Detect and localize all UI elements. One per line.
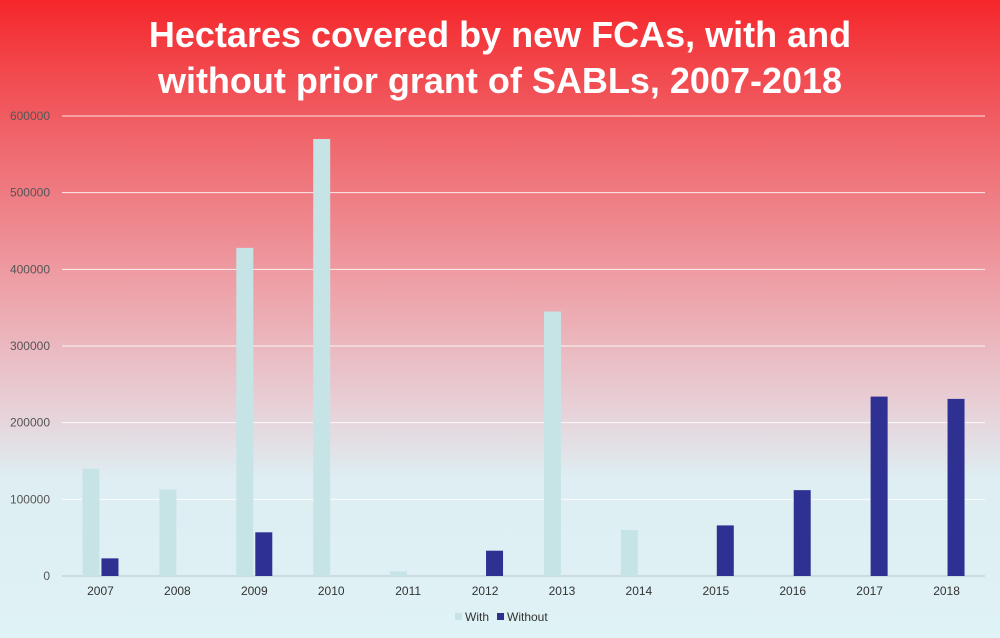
- x-tick-label: 2015: [702, 584, 729, 598]
- y-tick-label: 600000: [10, 109, 50, 123]
- bar-with-2014: [620, 530, 638, 576]
- x-tick-label: 2012: [472, 584, 499, 598]
- x-axis: 2007 2008 2009 2010 2011 2012 2013 2014 2015 2016…: [87, 584, 960, 598]
- x-tick-label: 2017: [856, 584, 883, 598]
- chart-title-line-2: without prior grant of SABLs, 2007-2018: [157, 60, 843, 101]
- chart-title: Hectares covered by new FCAs, with and w…: [0, 12, 1000, 104]
- legend-swatch-with: [455, 613, 462, 620]
- x-tick-label: 2007: [87, 584, 114, 598]
- x-tick-label: 2013: [549, 584, 576, 598]
- bar-without-2015: [716, 525, 734, 576]
- bar-without-2009: [255, 532, 273, 576]
- legend-swatch-without: [497, 613, 504, 620]
- x-tick-label: 2008: [164, 584, 191, 598]
- y-tick-label: 400000: [10, 262, 50, 276]
- bar-with-2011: [390, 571, 408, 576]
- legend-label-without: Without: [507, 610, 548, 624]
- x-tick-label: 2009: [241, 584, 268, 598]
- y-tick-label: 0: [43, 569, 50, 583]
- y-tick-label: 200000: [10, 416, 50, 430]
- bar-without-2018: [947, 398, 965, 576]
- bar-with-2007: [82, 468, 100, 576]
- y-tick-label: 500000: [10, 186, 50, 200]
- bars: [82, 139, 965, 576]
- legend: With Without: [455, 610, 548, 624]
- y-axis: 0 100000 200000 300000 400000 500000 600000: [10, 109, 50, 583]
- x-tick-label: 2018: [933, 584, 960, 598]
- legend-label-with: With: [465, 610, 489, 624]
- bar-with-2008: [159, 489, 177, 576]
- bar-with-2013: [543, 311, 561, 576]
- x-tick-label: 2010: [318, 584, 345, 598]
- chart-title-line-1: Hectares covered by new FCAs, with and: [148, 14, 852, 55]
- bar-with-2010: [313, 139, 331, 576]
- bar-without-2016: [793, 490, 811, 576]
- x-tick-label: 2014: [626, 584, 653, 598]
- bar-without-2007: [101, 558, 119, 576]
- x-tick-label: 2016: [779, 584, 806, 598]
- bar-with-2009: [236, 247, 254, 576]
- bar-without-2017: [870, 396, 888, 576]
- y-tick-label: 300000: [10, 339, 50, 353]
- y-tick-label: 100000: [10, 492, 50, 506]
- gridlines: [62, 115, 985, 577]
- bar-without-2012: [486, 550, 504, 576]
- x-tick-label: 2011: [395, 584, 421, 598]
